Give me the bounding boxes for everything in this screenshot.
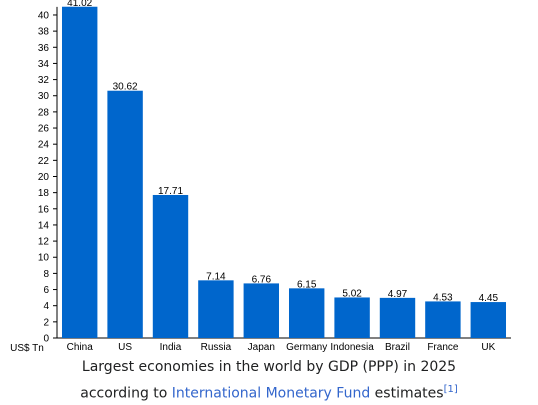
x-tick-label: Germany [286, 342, 327, 353]
y-tick-label: 2 [43, 317, 49, 328]
value-label: 6.15 [297, 279, 317, 290]
chart: US$ Tn 024681012141618202224262830323436… [10, 0, 511, 354]
value-label: 17.71 [158, 186, 183, 197]
y-tick-label: 12 [38, 237, 50, 248]
y-tick-label: 10 [38, 253, 50, 264]
x-tick-label: Indonesia [330, 342, 374, 353]
value-label: 4.97 [388, 289, 408, 300]
y-tick-label: 14 [38, 220, 50, 231]
value-label: 41.02 [67, 0, 92, 9]
caption-text: estimates [374, 385, 444, 402]
x-tick-label: India [160, 342, 182, 353]
y-tick-label: 24 [38, 140, 50, 151]
caption-link[interactable]: International Monetary Fund [171, 385, 371, 402]
caption-text: according to [80, 385, 168, 402]
y-tick-label: 26 [38, 124, 50, 135]
value-label: 30.62 [113, 82, 138, 93]
y-tick-label: 32 [38, 75, 50, 86]
bar [379, 297, 416, 338]
y-tick-label: 20 [38, 172, 50, 183]
y-tick-label: 34 [38, 59, 50, 70]
y-tick-label: 40 [38, 10, 50, 21]
y-tick-label: 0 [43, 334, 49, 345]
bar [425, 301, 461, 338]
bar [107, 90, 143, 339]
reference[interactable]: [1] [443, 384, 458, 395]
bar [470, 302, 507, 338]
value-label: 7.14 [206, 271, 226, 282]
x-tick-label: China [67, 342, 94, 353]
x-tick-label: Brazil [385, 342, 410, 353]
x-tick-label: Japan [248, 342, 275, 353]
caption-line: according to International Monetary Fund… [0, 379, 538, 405]
caption-text: Largest economies in the world by GDP (P… [81, 359, 457, 375]
value-label: 4.45 [479, 293, 499, 304]
y-tick-label: 6 [43, 285, 49, 296]
value-label: 5.02 [342, 288, 362, 299]
bar [152, 194, 189, 338]
y-axis-unit: US$ Tn [10, 343, 44, 354]
x-tick-label: Russia [201, 342, 232, 353]
bar [198, 280, 234, 338]
bar [288, 288, 325, 338]
x-tick-label: UK [481, 342, 495, 353]
y-tick-label: 22 [38, 156, 50, 167]
y-tick-label: 18 [38, 188, 50, 199]
y-tick-label: 36 [38, 43, 50, 54]
y-tick-label: 38 [38, 27, 50, 38]
bar [334, 297, 370, 338]
value-label: 4.53 [433, 292, 453, 303]
bar [243, 283, 280, 338]
x-tick-label: US [118, 342, 132, 353]
y-tick-label: 4 [43, 301, 49, 312]
y-tick-label: 16 [38, 204, 50, 215]
y-tick-label: 30 [38, 91, 50, 102]
bar [61, 6, 98, 338]
value-label: 6.76 [252, 274, 272, 285]
y-tick-label: 28 [38, 107, 50, 118]
y-tick-label: 8 [43, 269, 49, 280]
x-tick-label: France [427, 342, 459, 353]
caption-line: Largest economies in the world by GDP (P… [0, 356, 538, 378]
